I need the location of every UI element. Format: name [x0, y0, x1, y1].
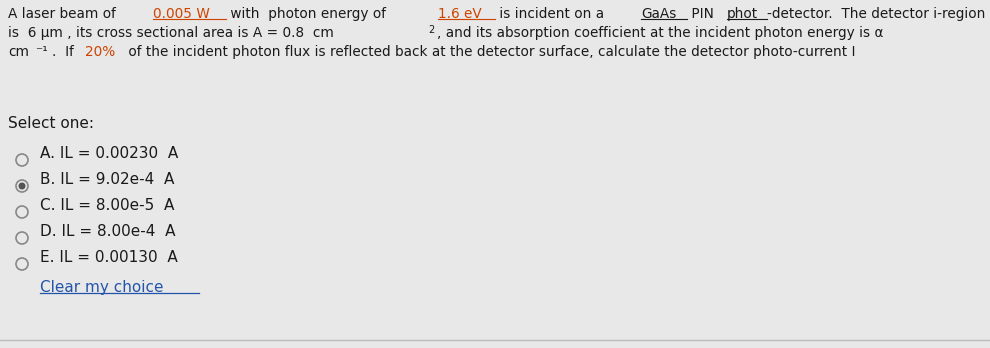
- Text: Select one:: Select one:: [8, 116, 94, 131]
- Text: with  photon energy of: with photon energy of: [227, 7, 391, 21]
- Text: phot: phot: [728, 7, 758, 21]
- Text: E. IL = 0.00130  A: E. IL = 0.00130 A: [40, 250, 178, 265]
- Text: D. IL = 8.00e-4  A: D. IL = 8.00e-4 A: [40, 224, 175, 239]
- Text: cm: cm: [8, 45, 29, 59]
- Text: 0.005 W: 0.005 W: [152, 7, 210, 21]
- Text: A. IL = 0.00230  A: A. IL = 0.00230 A: [40, 146, 178, 161]
- Text: .  If: . If: [51, 45, 78, 59]
- Ellipse shape: [19, 182, 26, 190]
- Text: 2: 2: [429, 25, 435, 35]
- Text: is incident on a: is incident on a: [495, 7, 608, 21]
- Text: A laser beam of: A laser beam of: [8, 7, 120, 21]
- Text: C. IL = 8.00e-5  A: C. IL = 8.00e-5 A: [40, 198, 174, 213]
- Text: is  6 μm , its cross sectional area is A = 0.8  cm: is 6 μm , its cross sectional area is A …: [8, 26, 334, 40]
- Text: B. IL = 9.02e-4  A: B. IL = 9.02e-4 A: [40, 172, 174, 187]
- Text: , and its absorption coefficient at the incident photon energy is α: , and its absorption coefficient at the …: [437, 26, 883, 40]
- Text: GaAs: GaAs: [642, 7, 676, 21]
- Text: 1.6 eV: 1.6 eV: [439, 7, 482, 21]
- Text: of the incident photon flux is reflected back at the detector surface, calculate: of the incident photon flux is reflected…: [125, 45, 856, 59]
- Text: -detector.  The detector i-region  width: -detector. The detector i-region width: [767, 7, 990, 21]
- Text: PIN: PIN: [687, 7, 718, 21]
- Text: ⁻¹: ⁻¹: [35, 45, 48, 59]
- Text: Clear my choice: Clear my choice: [40, 280, 163, 295]
- Text: 20%: 20%: [85, 45, 116, 59]
